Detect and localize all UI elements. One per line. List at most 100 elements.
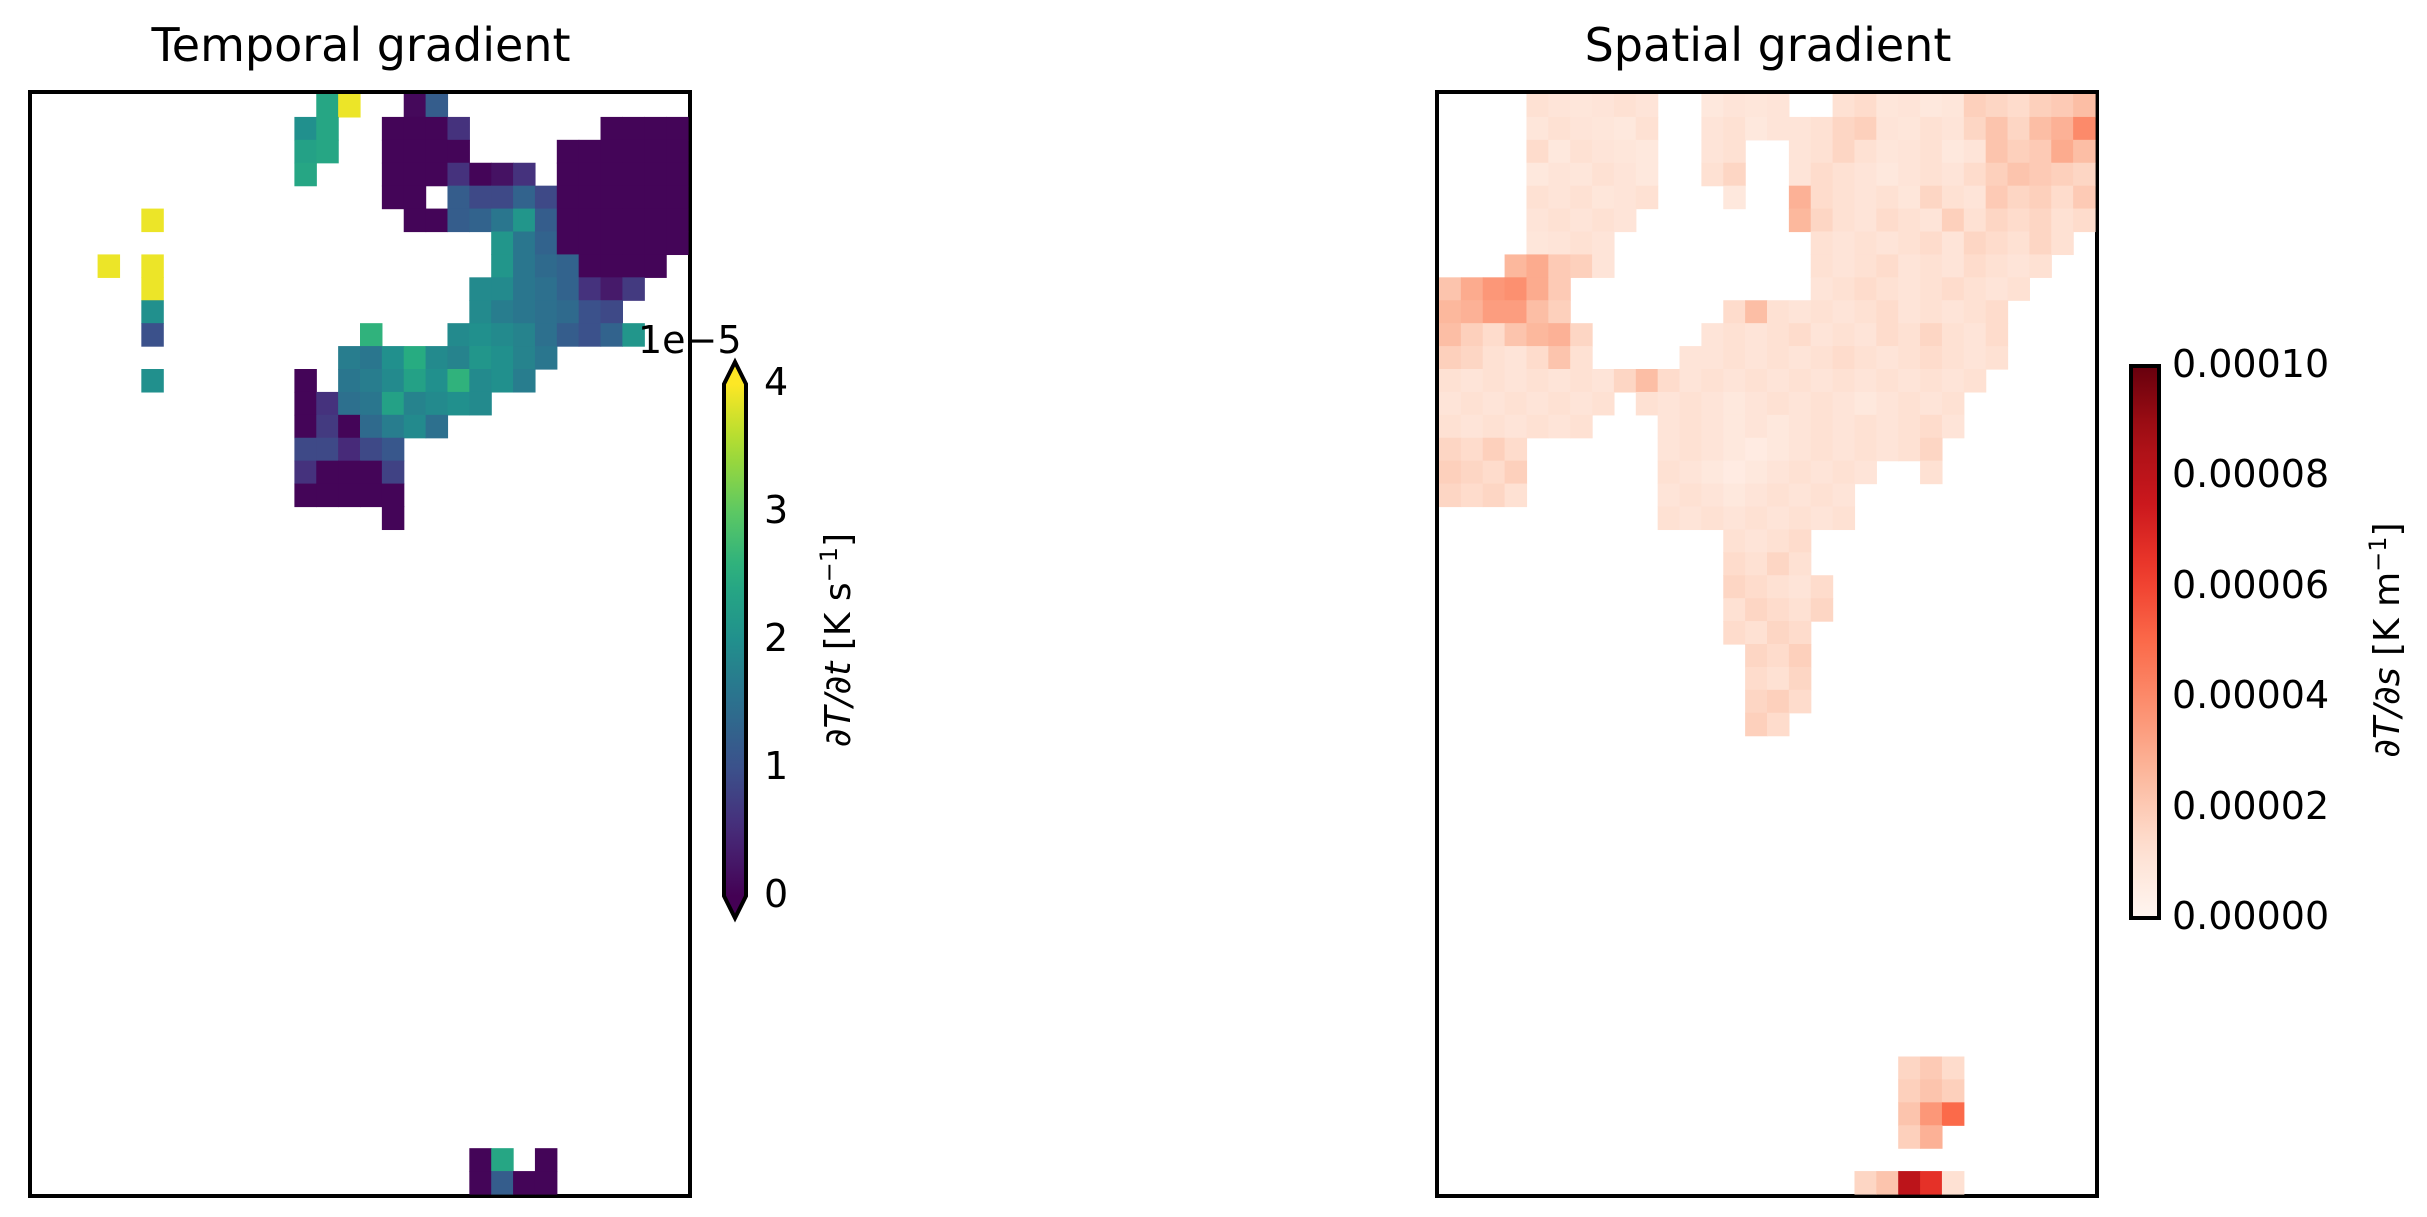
temporal-colorbar-tick-label: 4 bbox=[764, 360, 789, 404]
temporal-cell bbox=[622, 231, 645, 256]
spatial-cell bbox=[1941, 391, 1965, 416]
spatial-cell bbox=[1788, 575, 1812, 599]
temporal-cell bbox=[381, 346, 405, 370]
spatial-cell bbox=[1592, 162, 1615, 187]
temporal-cell bbox=[447, 346, 470, 370]
spatial-cell bbox=[1745, 483, 1768, 508]
temporal-cell bbox=[556, 231, 580, 256]
spatial-cell bbox=[1592, 185, 1615, 210]
spatial-cell bbox=[1482, 369, 1506, 393]
spatial-cell bbox=[1920, 1102, 1943, 1126]
temporal-colorbar-tick-label: 3 bbox=[764, 488, 789, 532]
spatial-cell bbox=[1504, 391, 1528, 416]
temporal-cell bbox=[513, 369, 536, 393]
spatial-cell bbox=[1635, 162, 1659, 187]
spatial-cell bbox=[1723, 369, 1746, 393]
temporal-cell bbox=[666, 208, 689, 233]
temporal-cell bbox=[294, 139, 317, 164]
spatial-cell bbox=[1460, 391, 1484, 416]
spatial-cell bbox=[1723, 506, 1746, 531]
spatial-cell bbox=[1876, 94, 1899, 118]
spatial-cell bbox=[1679, 506, 1702, 531]
spatial-cell bbox=[1504, 437, 1528, 462]
spatial-cell bbox=[1745, 575, 1768, 599]
spatial-cell bbox=[1810, 208, 1834, 233]
spatial-cell bbox=[1810, 483, 1834, 508]
temporal-cell bbox=[316, 437, 339, 462]
temporal-cell bbox=[513, 231, 536, 256]
spatial-cell bbox=[1526, 414, 1549, 439]
temporal-cell bbox=[316, 116, 339, 141]
spatial-cell bbox=[1898, 1079, 1921, 1103]
spatial-cell bbox=[1723, 94, 1746, 118]
spatial-cell bbox=[1898, 231, 1921, 256]
temporal-cell bbox=[469, 162, 492, 187]
spatial-cell bbox=[1920, 277, 1943, 301]
spatial-cell bbox=[1767, 346, 1790, 370]
spatial-cell bbox=[1745, 94, 1768, 118]
spatial-cell bbox=[1898, 254, 1921, 278]
spatial-cell bbox=[1898, 346, 1921, 370]
spatial-cell bbox=[1920, 231, 1943, 256]
temporal-cell bbox=[141, 254, 164, 278]
spatial-cell bbox=[1635, 94, 1659, 118]
temporal-cell bbox=[425, 346, 449, 370]
temporal-cell bbox=[447, 208, 470, 233]
temporal-cell bbox=[141, 369, 164, 393]
temporal-cell bbox=[556, 254, 580, 278]
temporal-cell bbox=[491, 162, 514, 187]
spatial-cell bbox=[1745, 506, 1768, 531]
spatial-cell bbox=[1876, 116, 1899, 141]
temporal-colorbar-gradient-bar bbox=[724, 384, 746, 896]
spatial-colorbar-tick-label: 0.00006 bbox=[2172, 562, 2330, 607]
temporal-colorbar-close: ] bbox=[818, 532, 859, 547]
spatial-cell bbox=[1482, 437, 1506, 462]
spatial-cell bbox=[1767, 116, 1790, 141]
spatial-cell bbox=[1832, 208, 1856, 233]
spatial-cell bbox=[1767, 414, 1790, 439]
spatial-cell bbox=[1767, 94, 1790, 118]
spatial-cell bbox=[1810, 277, 1834, 301]
spatial-cell bbox=[1788, 414, 1812, 439]
spatial-cell bbox=[2007, 94, 2030, 118]
spatial-cell bbox=[1723, 346, 1746, 370]
spatial-cell bbox=[1592, 94, 1615, 118]
spatial-cell bbox=[1898, 1171, 1921, 1195]
spatial-cell bbox=[1920, 414, 1943, 439]
spatial-cell bbox=[1854, 162, 1877, 187]
spatial-cell bbox=[1548, 94, 1571, 118]
spatial-cell bbox=[1898, 369, 1921, 393]
spatial-cell bbox=[2073, 94, 2096, 118]
spatial-cell bbox=[1941, 185, 1965, 210]
temporal-cell bbox=[403, 162, 427, 187]
spatial-cell bbox=[1482, 391, 1506, 416]
temporal-cell bbox=[469, 208, 492, 233]
temporal-cell bbox=[534, 346, 558, 370]
spatial-cell bbox=[1439, 391, 1462, 416]
spatial-cell bbox=[1701, 437, 1724, 462]
temporal-cell bbox=[316, 460, 339, 485]
temporal-cell bbox=[469, 369, 492, 393]
temporal-cell bbox=[403, 414, 427, 439]
temporal-cell bbox=[578, 254, 602, 278]
spatial-cell bbox=[1570, 139, 1593, 164]
temporal-cell bbox=[513, 277, 536, 301]
temporal-cell bbox=[425, 391, 449, 416]
spatial-cell bbox=[1613, 185, 1637, 210]
spatial-cell bbox=[1788, 139, 1812, 164]
temporal-cell bbox=[534, 300, 558, 324]
spatial-cell bbox=[1941, 116, 1965, 141]
spatial-cell bbox=[1548, 323, 1571, 347]
temporal-cell bbox=[578, 139, 602, 164]
temporal-cell bbox=[469, 1171, 492, 1195]
spatial-cell bbox=[1788, 323, 1812, 347]
temporal-cell bbox=[578, 208, 602, 233]
temporal-cell bbox=[316, 94, 339, 118]
spatial-cell bbox=[1832, 162, 1856, 187]
temporal-cell bbox=[666, 116, 689, 141]
spatial-cell bbox=[1504, 300, 1528, 324]
temporal-cell bbox=[644, 116, 667, 141]
temporal-cell bbox=[425, 94, 449, 118]
spatial-cell bbox=[1745, 598, 1768, 622]
temporal-colorbar-tick-label: 0 bbox=[764, 872, 789, 916]
